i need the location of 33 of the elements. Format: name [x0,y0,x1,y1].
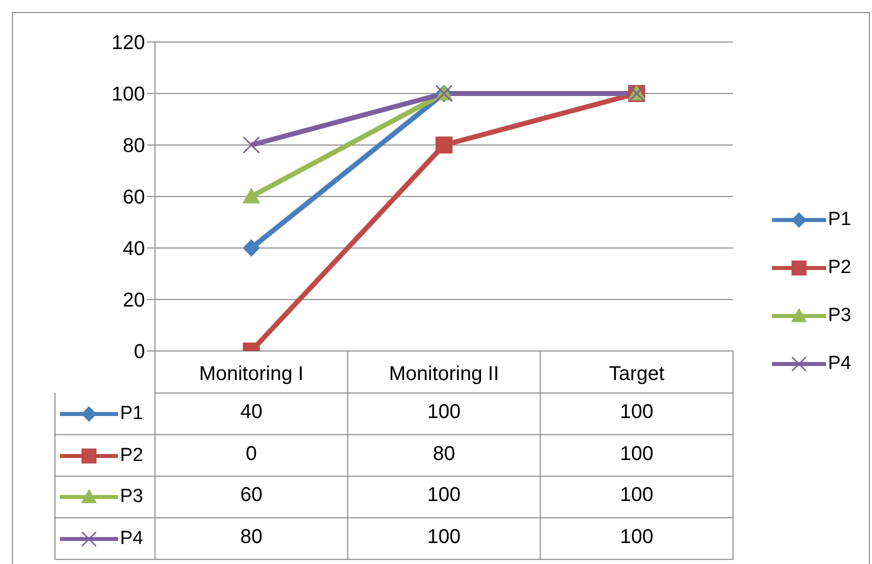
y-tick-label: 100 [112,84,145,106]
y-tick-label: 40 [122,238,145,260]
data-label: 100 [618,442,654,466]
legend-label: P4 [828,353,852,375]
text: P4 [120,528,144,549]
legend-label: P3 [828,305,852,327]
data-label: 100 [618,526,654,549]
data-label: 0 [244,442,258,466]
y-tick-label: 80 [122,135,145,158]
data-label: 80 [432,442,456,466]
text: P2 [828,257,852,278]
legend-label: P2 [120,444,144,467]
data-label: 60 [239,484,264,508]
text: P3 [120,486,144,508]
data-label: 40 [239,401,264,424]
y-tick-label: 60 [122,186,145,209]
data-label: 100 [618,401,654,424]
data-label: 100 [426,484,462,508]
y-tick-label: 0 [134,341,145,364]
data-label: 100 [426,526,462,549]
legend-label: P1 [120,403,144,425]
text: P1 [828,209,852,230]
data-label: 100 [618,484,654,508]
y-tick-label: 120 [112,32,145,54]
data-label: 100 [426,401,462,424]
data-label: 80 [239,526,264,549]
x-tick-label: Monitoring II [388,363,500,385]
point [436,136,452,154]
x-tick-label: Target [608,363,665,385]
y-tick-label: 20 [122,290,145,312]
x-tick-label: Monitoring I [199,363,304,385]
point [242,188,260,204]
point [242,240,260,256]
